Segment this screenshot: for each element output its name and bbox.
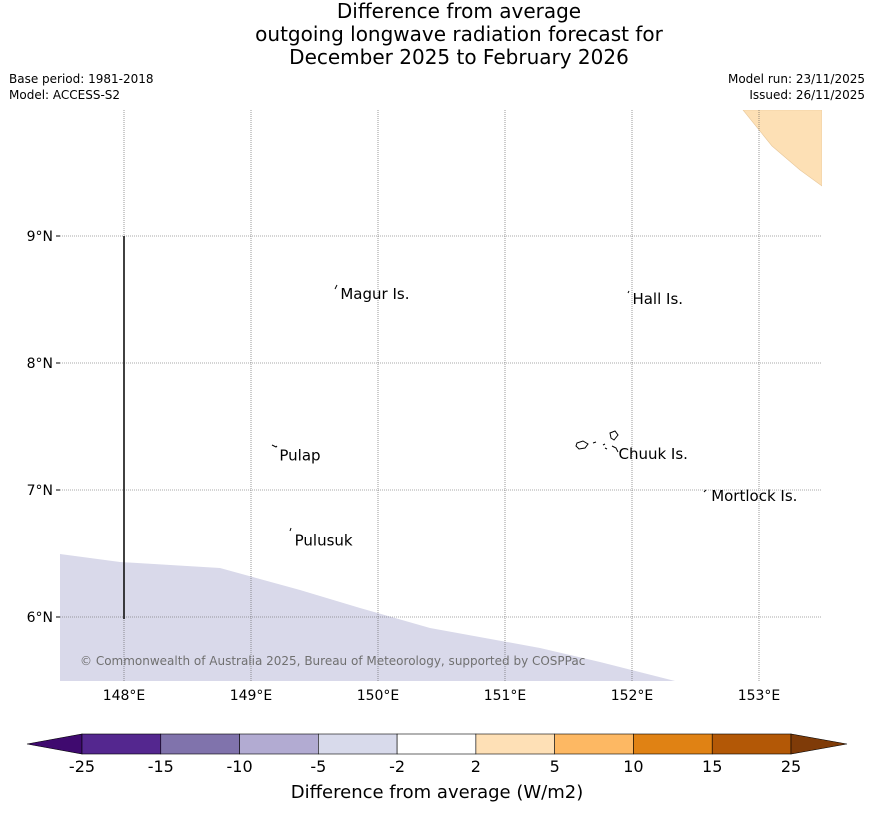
colorbar-tick-label: -25 [69, 757, 95, 776]
colorbar-extend-low [26, 733, 83, 755]
lon-label: 152°E [611, 688, 654, 704]
title-line-2: outgoing longwave radiation forecast for [255, 22, 663, 46]
issued-date: Issued: 26/11/2025 [749, 88, 865, 102]
colorbar-tick-label: -2 [389, 757, 405, 776]
anomaly-region-negative [60, 554, 675, 681]
lat-label: 9°N [27, 229, 53, 245]
latitude-labels: 9°N 8°N 7°N 6°N [27, 229, 60, 626]
colorbar-tick-label: -10 [226, 757, 252, 776]
meta-left: Base period: 1981-2018 Model: ACCESS-S2 [9, 71, 154, 103]
colorbar-tick-label: 15 [702, 757, 722, 776]
colorbar-extend-high [790, 733, 848, 755]
lon-label: 148°E [103, 688, 146, 704]
colorbar-segment [475, 733, 555, 755]
colorbar-segment [554, 733, 634, 755]
place-label: Mortlock Is. [711, 487, 797, 505]
base-period: Base period: 1981-2018 [9, 72, 154, 86]
map-title: Difference from average outgoing longwav… [0, 0, 873, 69]
colorbar-segment [318, 733, 398, 755]
title-line-1: Difference from average [336, 0, 582, 23]
longitude-labels: 148°E 149°E 150°E 151°E 152°E 153°E [103, 688, 781, 704]
island-magur [334, 284, 338, 290]
place-label: Pulusuk [295, 532, 353, 550]
anomaly-region-positive [742, 110, 822, 187]
place-label: Hall Is. [632, 290, 683, 308]
colorbar-segment [81, 733, 162, 755]
lat-label: 7°N [27, 483, 53, 499]
lon-label: 150°E [357, 688, 400, 704]
place-label: Pulap [279, 446, 320, 464]
lat-label: 8°N [27, 356, 53, 372]
colorbar-label: Difference from average (W/m2) [291, 782, 583, 803]
place-label: Magur Is. [340, 285, 409, 303]
island-mortlock [703, 489, 707, 493]
colorbar-segment [239, 733, 319, 755]
lon-label: 153°E [738, 688, 781, 704]
colorbar-segment [160, 733, 240, 755]
graticule [60, 110, 822, 681]
colorbar-tick-label: 25 [781, 757, 801, 776]
title-line-3: December 2025 to February 2026 [289, 45, 629, 69]
colorbar-tick-label: 5 [550, 757, 560, 776]
lon-label: 151°E [484, 688, 527, 704]
place-label: Chuuk Is. [618, 445, 687, 463]
island-chuuk [575, 430, 619, 453]
colorbar-segment [633, 733, 713, 755]
model-run: Model run: 23/11/2025 [727, 72, 865, 86]
colorbar-tick-label: 2 [471, 757, 481, 776]
lon-label: 149°E [230, 688, 273, 704]
place-labels: Magur Is. Hall Is. Pulap Chuuk Is. Mortlock … [279, 285, 797, 549]
island-hall [627, 290, 630, 294]
island-pulap [271, 444, 278, 448]
model-name: Model: ACCESS-S2 [9, 88, 121, 102]
copyright-notice: © Commonwealth of Australia 2025, Bureau… [80, 654, 585, 668]
colorbar-segment [396, 733, 477, 755]
colorbar-tick-label: 10 [623, 757, 643, 776]
colorbar-tick-label: -15 [148, 757, 174, 776]
colorbar-tick-label: -5 [310, 757, 326, 776]
island-pulusuk [289, 527, 292, 532]
meta-right: Model run: 23/11/2025 Issued: 26/11/2025 [728, 71, 865, 103]
island-outlines [271, 284, 707, 532]
colorbar-segment [711, 733, 792, 755]
colorbar: -25 -15 -10 -5 -2 2 5 10 15 25 [26, 733, 848, 776]
map-plot-area: Magur Is. Hall Is. Pulap Chuuk Is. Mortlock … [60, 110, 822, 681]
lat-label: 6°N [27, 610, 53, 626]
